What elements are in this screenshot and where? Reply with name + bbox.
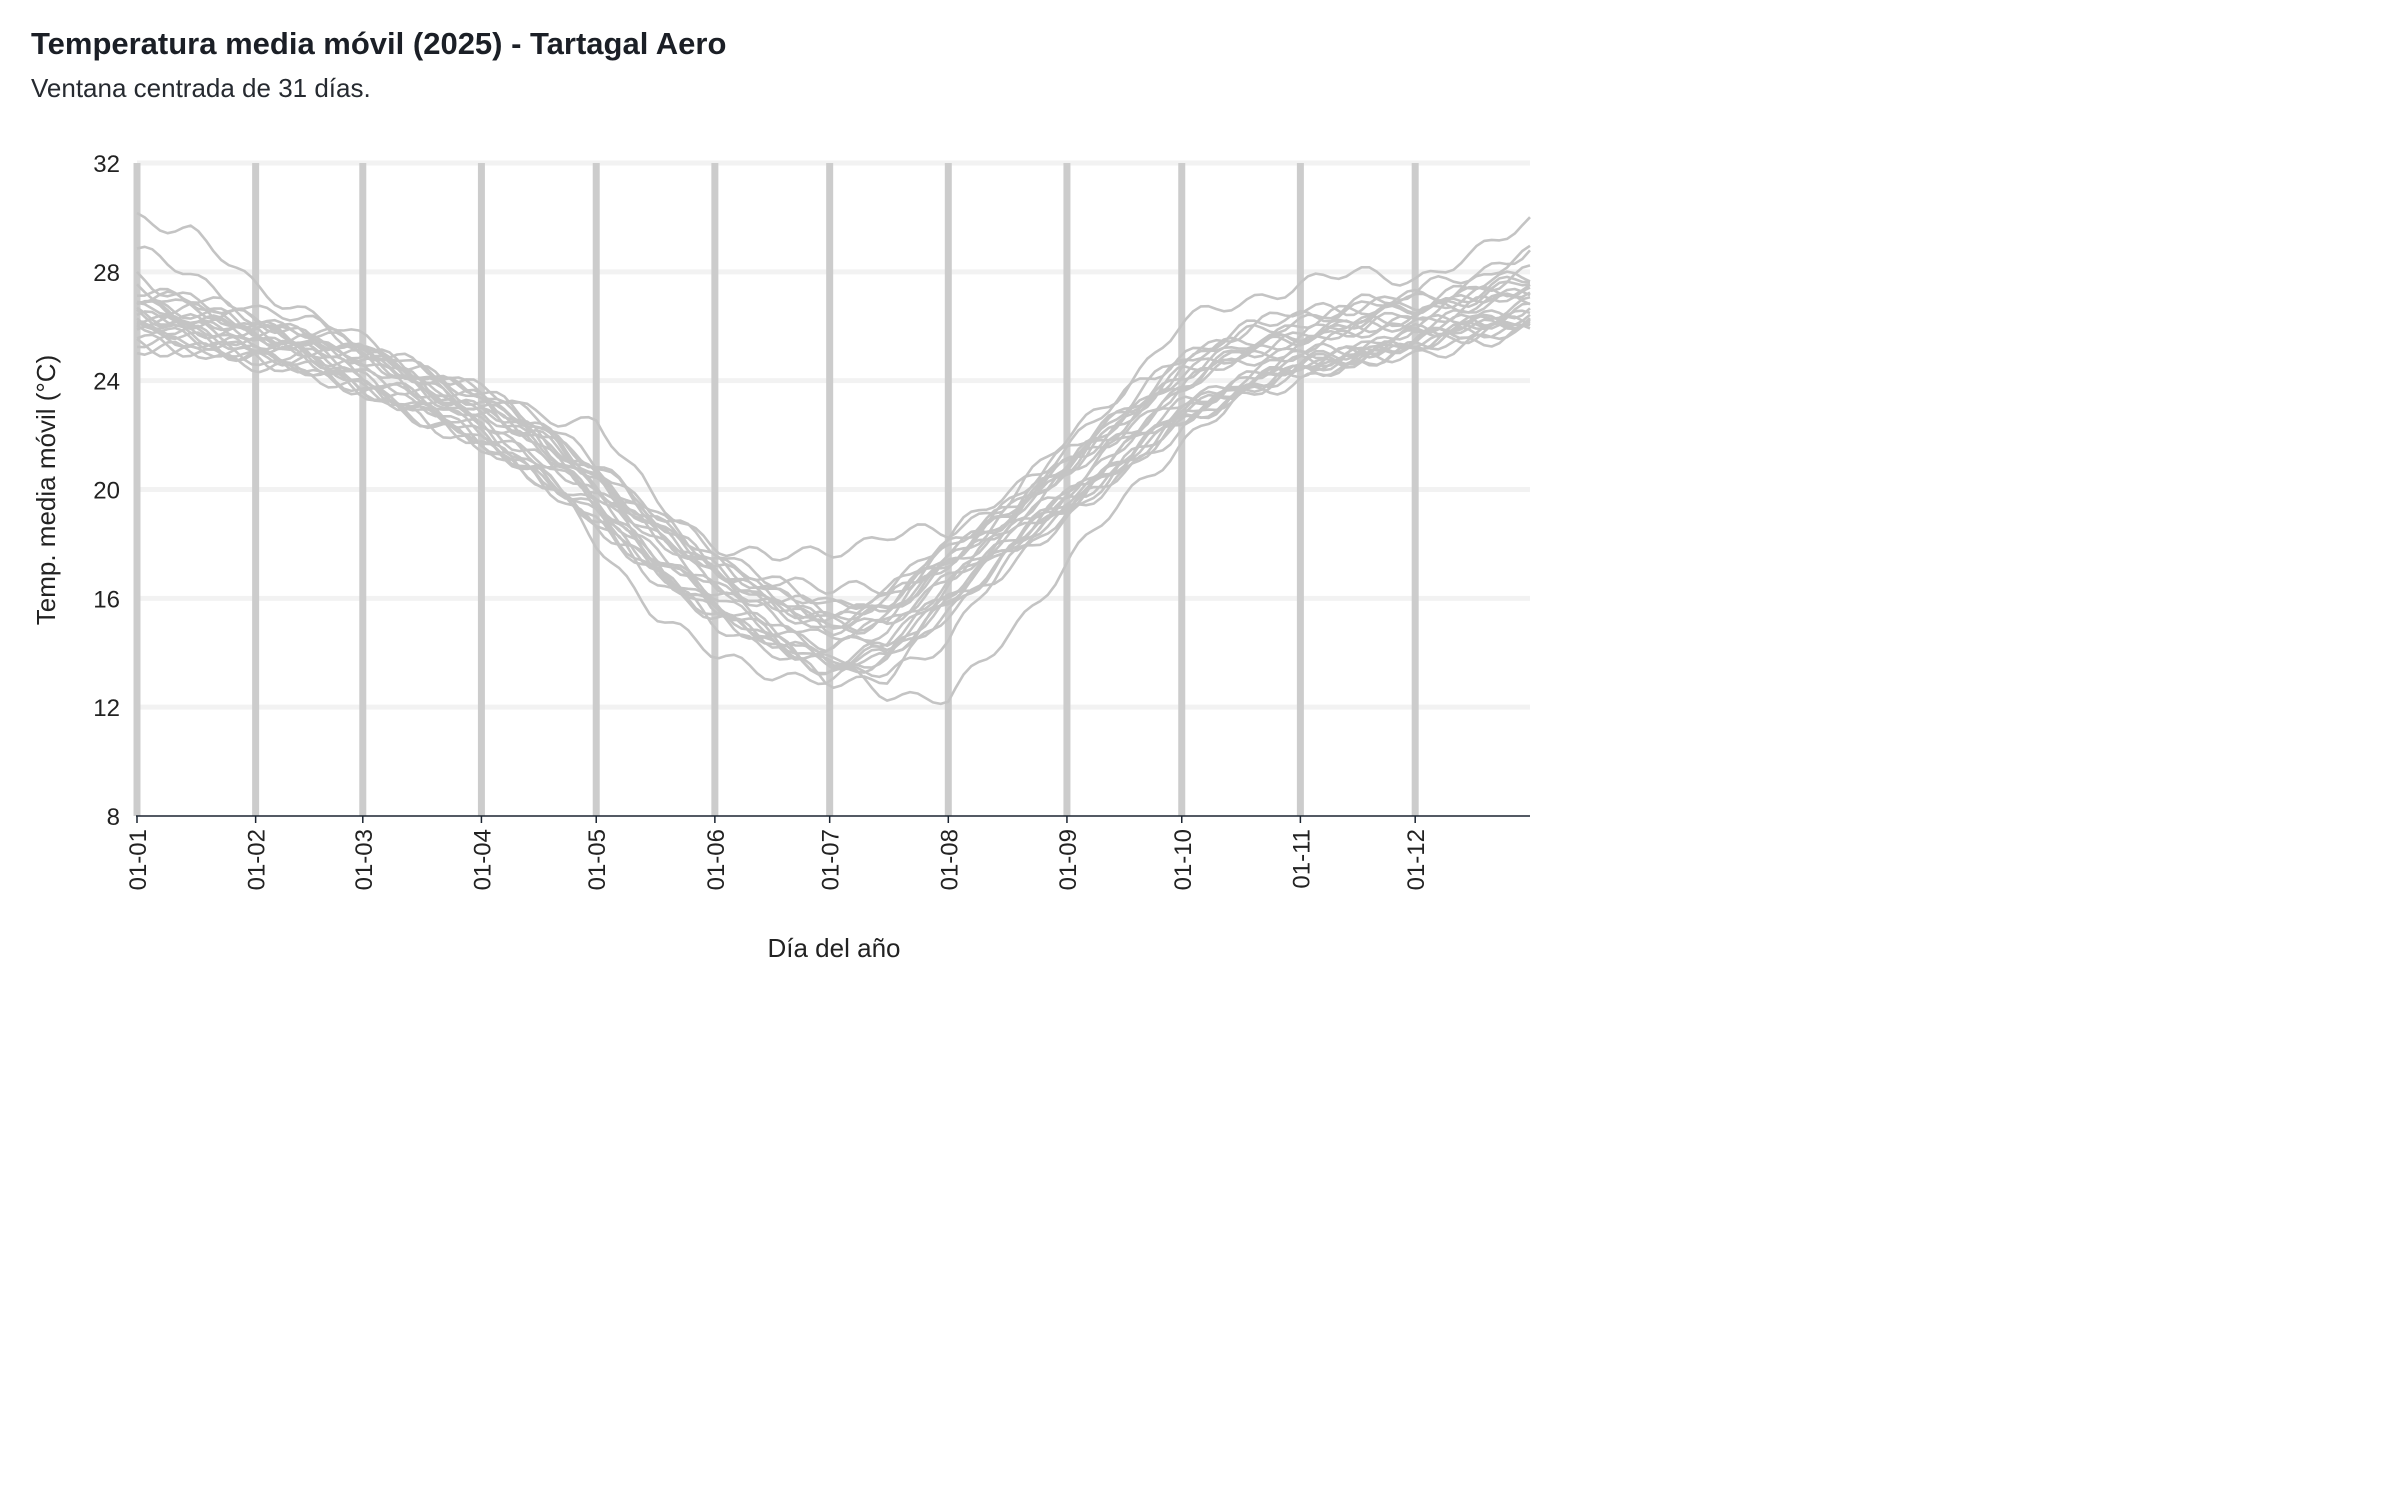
series-line-12	[136, 245, 1531, 629]
y-tick-label: 12	[93, 695, 120, 722]
series-lines	[136, 211, 1531, 706]
x-tick-label: 01-06	[703, 829, 730, 890]
series-line-21	[136, 302, 1531, 653]
x-tick-label: 01-02	[244, 829, 271, 890]
series-line-19	[136, 320, 1531, 667]
y-tick-label: 28	[93, 260, 120, 287]
series-line-10	[136, 323, 1531, 686]
y-axis-ticks: 8 12 16 20 24 28 32	[93, 151, 120, 831]
y-tick-label: 16	[93, 586, 120, 613]
x-tick-label: 01-04	[469, 829, 496, 890]
y-tick-label: 32	[93, 151, 120, 178]
x-tick-label: 01-11	[1288, 829, 1315, 889]
x-tick-label: 01-05	[584, 829, 611, 890]
series-line-6	[136, 264, 1531, 596]
series-line-9	[136, 211, 1531, 562]
series-line-8	[136, 291, 1531, 622]
series-line-23	[136, 318, 1531, 666]
series-line-24	[136, 286, 1531, 637]
chart-title: Temperatura media móvil (2025) - Tartaga…	[31, 26, 727, 61]
series-line-2	[136, 244, 1531, 619]
x-tick-label: 01-03	[351, 829, 378, 890]
x-tick-label: 01-08	[936, 829, 963, 890]
x-tick-label: 01-07	[818, 829, 845, 890]
y-axis-label: Temp. media móvil (°C)	[31, 355, 61, 625]
x-tick-label: 01-09	[1055, 829, 1082, 890]
series-line-22	[136, 270, 1531, 609]
y-tick-label: 8	[107, 804, 120, 831]
y-tick-label: 24	[93, 369, 120, 396]
chart-subtitle: Ventana centrada de 31 días.	[31, 73, 371, 103]
x-tick-label: 01-10	[1170, 829, 1197, 890]
x-tick-label: 01-12	[1403, 829, 1430, 890]
x-axis-ticks: 01-01 01-02 01-03 01-04 01-05 01-06 01-07 01-08…	[125, 816, 1430, 890]
x-axis-label: Día del año	[768, 933, 901, 963]
x-tick-label: 01-01	[125, 829, 152, 890]
y-tick-label: 20	[93, 478, 120, 505]
